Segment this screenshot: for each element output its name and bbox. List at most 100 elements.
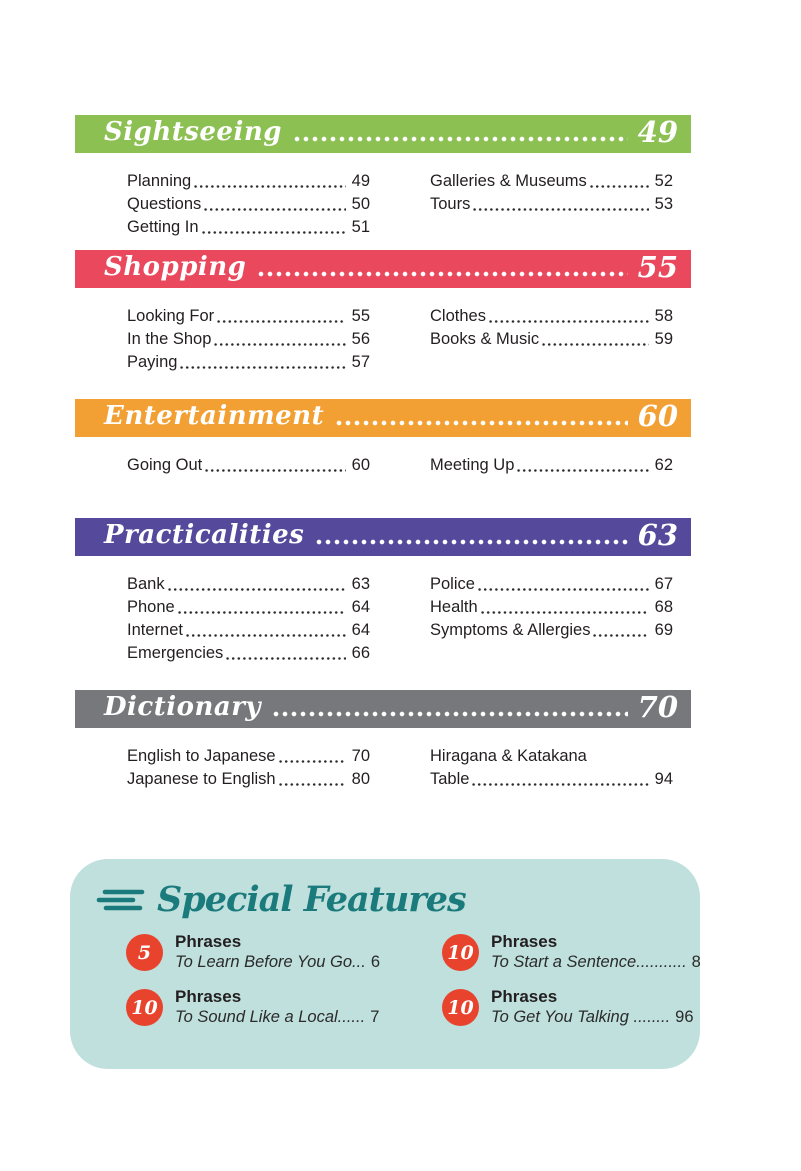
feature-page-number: 8: [691, 953, 701, 971]
toc-entry: Police 67: [430, 573, 673, 596]
toc-entry-page: 64: [351, 598, 370, 616]
entries-column-left: Looking For 55 In the Shop 56 Paying 57: [127, 305, 370, 374]
toc-entry-label: Going Out: [127, 456, 203, 474]
entries-column-right: Hiragana & Katakana Table 94: [430, 745, 673, 791]
dot-leader: [277, 745, 346, 768]
toc-entry-label: Bank: [127, 575, 165, 593]
section-entries: Planning 49 Questions 50 Getting In 51: [75, 170, 801, 239]
toc-entry-page: 57: [351, 353, 370, 371]
toc-entry: Clothes 58: [430, 305, 673, 328]
entries-column-left: Planning 49 Questions 50 Getting In 51: [127, 170, 370, 239]
toc-entry: English to Japanese 70: [127, 745, 370, 768]
feature-text: Phrases To Start a Sentence........... 8: [491, 931, 701, 973]
section-title: Dictionary: [104, 692, 262, 722]
feature-item: 10 Phrases To Start a Sentence..........…: [442, 931, 701, 973]
toc-entry-page: 58: [654, 307, 673, 325]
toc-entry-label: Meeting Up: [430, 456, 515, 474]
feature-page-number: 7: [370, 1008, 380, 1026]
toc-entry: Tours 53: [430, 193, 673, 216]
toc-entry: Going Out 60: [127, 454, 370, 477]
dot-leader: [204, 454, 346, 477]
dot-leader: [479, 596, 649, 619]
entries-column-right: Police 67 Health 68 Symptoms & Allergies…: [430, 573, 673, 665]
toc-entry-page: 51: [351, 218, 370, 236]
toc-entry-label: English to Japanese: [127, 747, 276, 765]
section-page-number: 70: [637, 690, 678, 724]
dot-leader: [316, 539, 628, 547]
dot-leader: [476, 573, 649, 596]
dot-leader: [293, 136, 628, 144]
dot-leader: [589, 745, 669, 768]
section-entries: Going Out 60 Meeting Up 62: [75, 454, 801, 477]
feature-subtitle-text: To Sound Like a Local......: [175, 1008, 366, 1026]
entries-column-left: English to Japanese 70 Japanese to Engli…: [127, 745, 370, 791]
dot-leader: [193, 170, 346, 193]
feature-title: Phrases: [491, 987, 558, 1006]
toc-entry-label: Emergencies: [127, 644, 224, 662]
dot-leader: [592, 619, 649, 642]
feature-item: 5 Phrases To Learn Before You Go... 6: [126, 931, 380, 973]
section-page-number: 55: [637, 250, 678, 284]
section-shopping: Shopping 55 Looking For 55 In the Shop 5…: [75, 250, 801, 374]
toc-entry-label: Symptoms & Allergies: [430, 621, 591, 639]
toc-entry-label: Hiragana & Katakana: [430, 747, 587, 765]
feature-text: Phrases To Get You Talking ........ 96: [491, 986, 694, 1028]
feature-title: Phrases: [491, 932, 558, 951]
toc-entry-label: Police: [430, 575, 475, 593]
toc-entry-label: Tours: [430, 195, 471, 213]
toc-entry-label: Getting In: [127, 218, 199, 236]
entries-column-right: Clothes 58 Books & Music 59: [430, 305, 673, 374]
toc-entry-page: 67: [654, 575, 673, 593]
feature-page-number: 96: [675, 1008, 694, 1026]
feature-text: Phrases To Sound Like a Local...... 7: [175, 986, 379, 1028]
toc-entry-page: 55: [351, 307, 370, 325]
toc-entry: Paying 57: [127, 351, 370, 374]
toc-entry-label: Looking For: [127, 307, 215, 325]
toc-entry-page: 63: [351, 575, 370, 593]
feature-title: Phrases: [175, 987, 242, 1006]
toc-entry: In the Shop 56: [127, 328, 370, 351]
toc-entry: Hiragana & Katakana: [430, 745, 673, 768]
special-features-box: Special Features 5 Phrases To Learn Befo…: [70, 859, 701, 1069]
speed-lines-icon: [96, 886, 148, 919]
toc-entry: Getting In 51: [127, 216, 370, 239]
special-features-title: Special Features: [157, 879, 467, 920]
section-title: Sightseeing: [104, 117, 282, 147]
section-practicalities: Practicalities 63 Bank 63 Phone 64: [75, 518, 801, 665]
feature-item: 10 Phrases To Get You Talking ........ 9…: [442, 986, 694, 1028]
dot-leader: [213, 328, 346, 351]
toc-entry-label: Phone: [127, 598, 175, 616]
toc-entry: Health 68: [430, 596, 673, 619]
toc-entry: Planning 49: [127, 170, 370, 193]
dot-leader: [588, 170, 649, 193]
feature-subtitle: To Sound Like a Local...... 7: [175, 1007, 379, 1028]
entries-column-left: Going Out 60: [127, 454, 370, 477]
toc-entry-page: 53: [654, 195, 673, 213]
dot-leader: [541, 328, 649, 351]
toc-entry-label: Paying: [127, 353, 178, 371]
toc-entry-label: Health: [430, 598, 478, 616]
feature-subtitle-text: To Start a Sentence...........: [491, 953, 687, 971]
toc-entry-label: Internet: [127, 621, 183, 639]
toc-entry-page: 70: [351, 747, 370, 765]
toc-entry-label: In the Shop: [127, 330, 212, 348]
toc-entry-label: Books & Music: [430, 330, 540, 348]
feature-subtitle: To Get You Talking ........ 96: [491, 1007, 694, 1028]
dot-leader: [179, 351, 346, 374]
dot-leader: [225, 642, 346, 665]
toc-entry-page: 66: [351, 644, 370, 662]
section-band-shopping: Shopping 55: [75, 250, 691, 288]
toc-entry-label: Japanese to English: [127, 770, 276, 788]
toc-entry: Symptoms & Allergies 69: [430, 619, 673, 642]
entries-column-right: Galleries & Museums 52 Tours 53: [430, 170, 673, 239]
toc-entry: Looking For 55: [127, 305, 370, 328]
toc-entry-label: Questions: [127, 195, 202, 213]
dot-leader: [216, 305, 346, 328]
toc-entry-label: Planning: [127, 172, 192, 190]
section-entries: English to Japanese 70 Japanese to Engli…: [75, 745, 801, 791]
toc-entry: Japanese to English 80: [127, 768, 370, 791]
phrase-count-badge: 10: [126, 989, 163, 1026]
section-entries: Bank 63 Phone 64 Internet 64 Eme: [75, 573, 801, 665]
toc-entry-page: 56: [351, 330, 370, 348]
